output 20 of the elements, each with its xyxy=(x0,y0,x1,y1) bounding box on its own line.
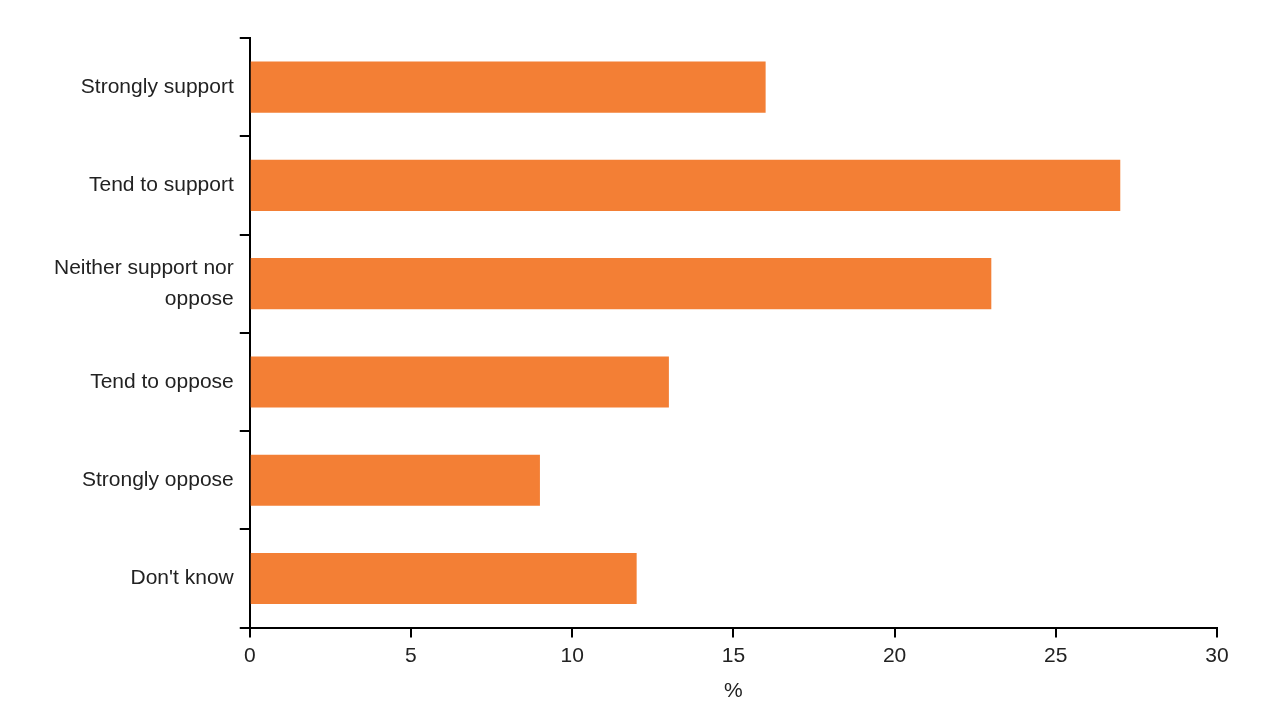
bar xyxy=(250,159,1121,211)
bar xyxy=(250,258,992,310)
x-tick-label: 15 xyxy=(721,643,746,666)
bar xyxy=(250,454,540,506)
y-tick-label: Strongly oppose xyxy=(81,467,234,490)
bar xyxy=(250,356,669,408)
y-tick-label: Tend to support xyxy=(89,172,234,196)
bar xyxy=(250,61,766,113)
x-tick-label: 20 xyxy=(882,643,907,666)
y-tick-label: Strongly support xyxy=(80,73,234,97)
bar xyxy=(250,552,637,605)
x-tick-label: 0 xyxy=(243,643,256,666)
y-tick-label: Neither support nor oppose xyxy=(54,254,234,310)
x-tick-label: 30 xyxy=(1205,643,1229,666)
x-tick-label: 10 xyxy=(560,643,584,666)
y-tick-label: Don't know xyxy=(130,565,235,589)
x-tick-label: 5 xyxy=(405,643,417,666)
x-tick-label: 25 xyxy=(1044,643,1068,666)
y-tick-label: Tend to oppose xyxy=(90,368,234,392)
x-axis-title: % xyxy=(724,678,743,702)
